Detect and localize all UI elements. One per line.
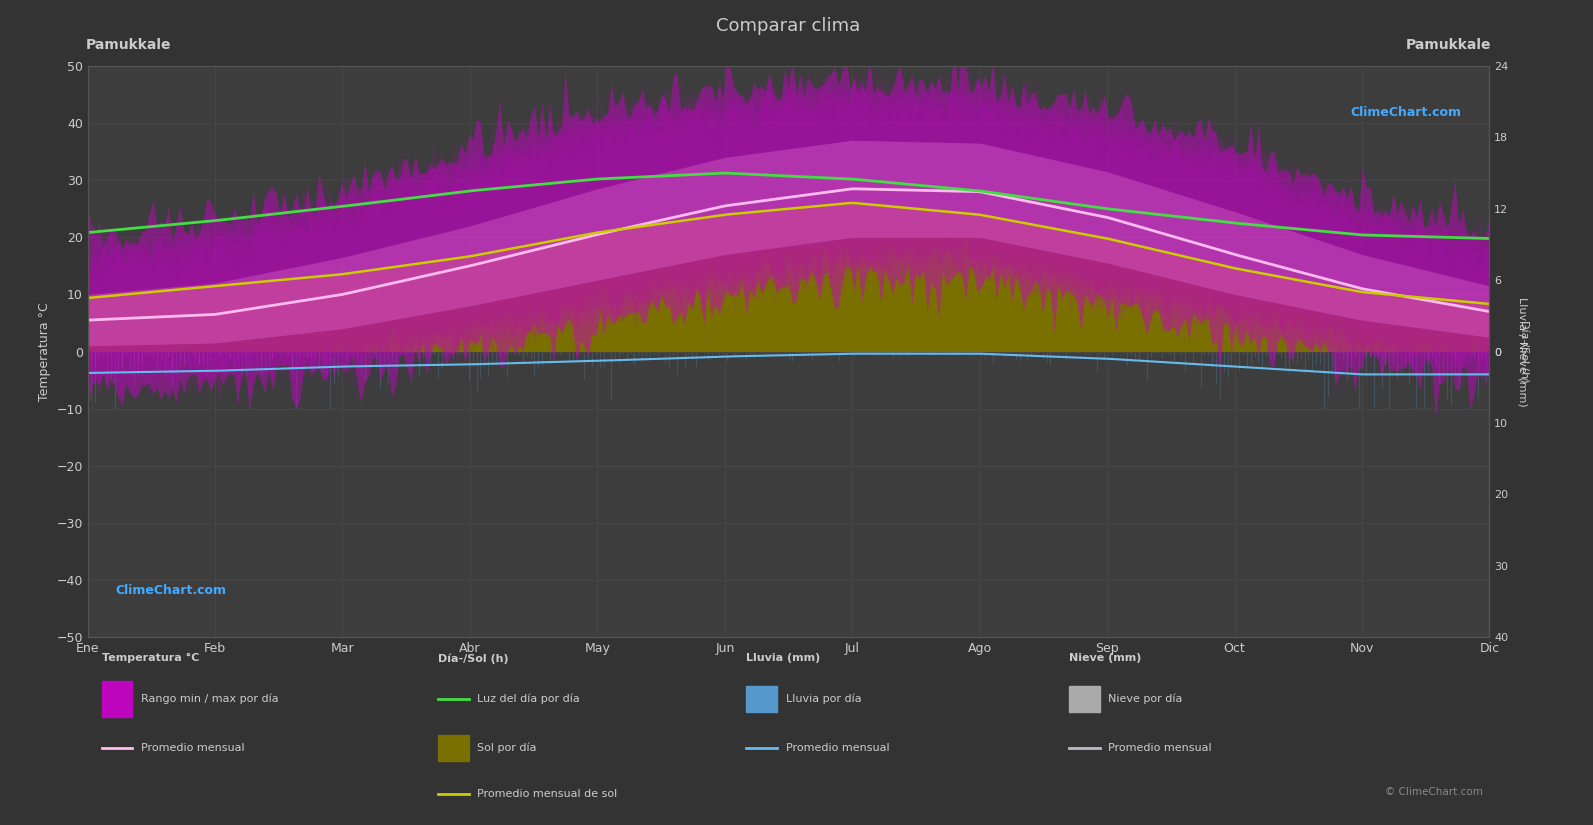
Text: Nieve (mm): Nieve (mm) bbox=[1069, 653, 1141, 663]
Bar bbox=[102, 681, 132, 717]
Bar bbox=[747, 686, 777, 712]
Text: Pamukkale: Pamukkale bbox=[1405, 38, 1491, 52]
Text: Día-/Sol (h): Día-/Sol (h) bbox=[438, 653, 508, 664]
Text: Promedio mensual: Promedio mensual bbox=[1109, 743, 1212, 753]
Text: © ClimeChart.com: © ClimeChart.com bbox=[1384, 787, 1483, 797]
Text: Lluvia (mm): Lluvia (mm) bbox=[747, 653, 820, 663]
Text: ClimeChart.com: ClimeChart.com bbox=[116, 584, 226, 597]
Text: Luz del día por día: Luz del día por día bbox=[478, 694, 580, 705]
Text: Rango min / max por día: Rango min / max por día bbox=[140, 694, 279, 705]
Text: Temperatura °C: Temperatura °C bbox=[102, 653, 199, 663]
Text: Pamukkale: Pamukkale bbox=[86, 38, 172, 52]
Text: Sol por día: Sol por día bbox=[478, 742, 537, 753]
Text: Lluvia por día: Lluvia por día bbox=[785, 694, 862, 705]
Bar bbox=[1069, 686, 1099, 712]
Text: Promedio mensual: Promedio mensual bbox=[785, 743, 889, 753]
Text: Comparar clima: Comparar clima bbox=[717, 16, 860, 35]
Bar bbox=[438, 735, 468, 761]
Y-axis label: Día-/Sol (h): Día-/Sol (h) bbox=[1518, 320, 1528, 383]
Text: ClimeChart.com: ClimeChart.com bbox=[1351, 106, 1461, 119]
Y-axis label: Temperatura °C: Temperatura °C bbox=[38, 302, 51, 401]
Text: Promedio mensual: Promedio mensual bbox=[140, 743, 244, 753]
Y-axis label: Lluvia / Nieve (mm): Lluvia / Nieve (mm) bbox=[1518, 297, 1528, 407]
Text: Nieve por día: Nieve por día bbox=[1109, 694, 1182, 705]
Text: Promedio mensual de sol: Promedio mensual de sol bbox=[478, 789, 618, 799]
